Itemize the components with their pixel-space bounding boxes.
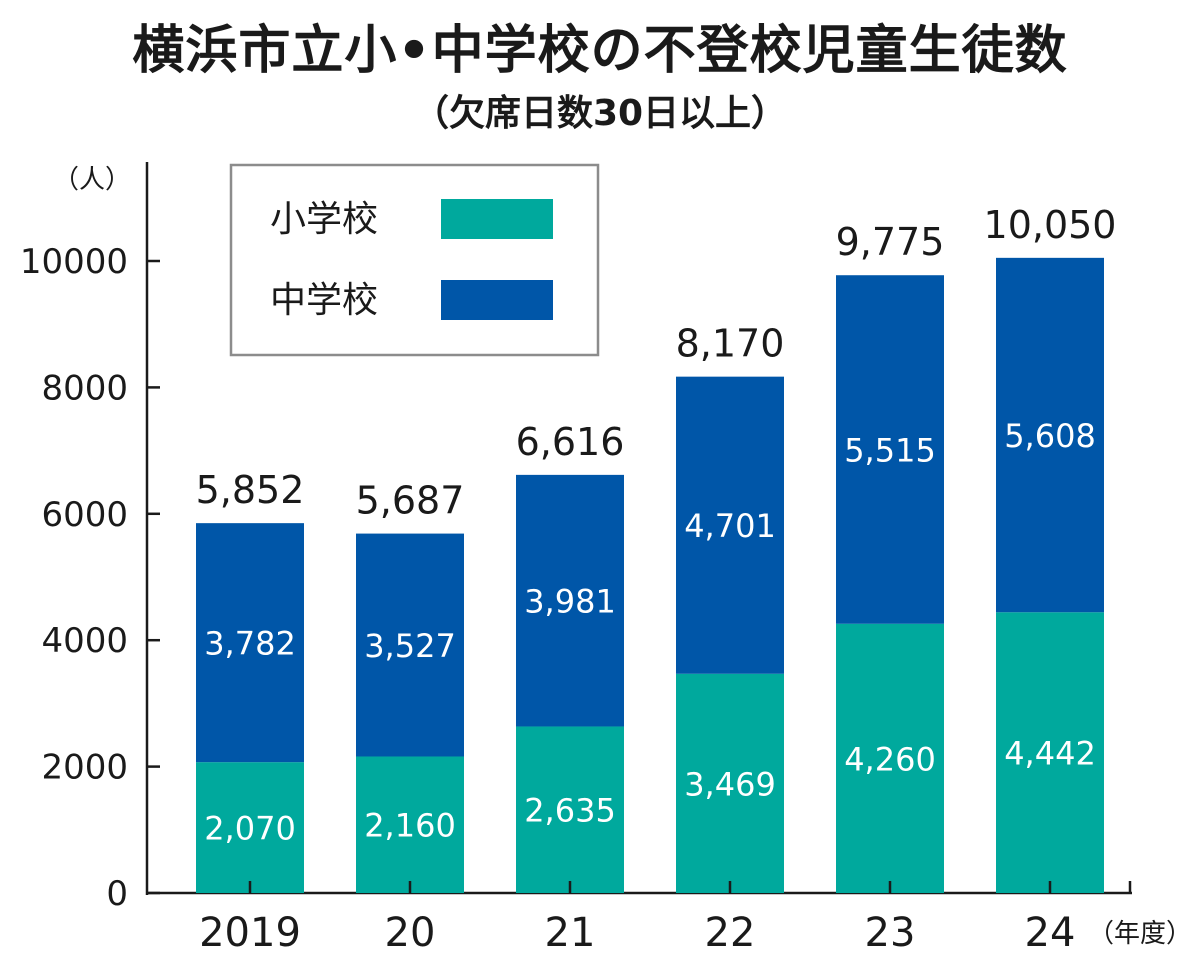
bar-segment-elementary [676,673,784,893]
chart-title: 横浜市立小•中学校の不登校児童生徒数 [132,21,1068,81]
y-tick-label: 4000 [41,621,128,661]
y-tick-label: 10000 [20,242,128,282]
data-label-junior-high: 3,527 [364,627,456,665]
bars: 2,070 3,782 5,852 2,160 3,527 5,687 2,635 3,981… [196,203,1117,893]
y-tick-label: 6000 [41,495,128,535]
bar-segment-junior-high [516,474,624,727]
data-label-elementary: 4,260 [844,740,936,778]
bar-segment-junior-high [196,523,304,763]
y-tick-label: 2000 [41,748,128,788]
bar-segment-junior-high [996,257,1104,613]
total-label: 9,775 [836,220,945,264]
data-label-junior-high: 3,782 [204,625,296,663]
bar-segment-junior-high [676,376,784,674]
y-tick-label: 8000 [41,368,128,408]
x-axis-unit-label: （年度） [1088,919,1192,949]
legend-label-elementary: 小学校 [270,199,378,240]
total-label: 5,687 [356,479,465,523]
x-tick-label: 21 [545,910,596,956]
y-axis-unit-label: （人） [53,165,131,195]
data-label-elementary: 3,469 [684,765,776,803]
data-label-junior-high: 5,608 [1004,417,1096,455]
legend: 小学校 中学校 [229,163,600,357]
legend-swatch-junior-high [441,280,553,320]
axes: （人） （年度） [53,162,1192,949]
chart-subtitle: （欠席日数30日以上） [412,93,788,134]
bar-segment-elementary [356,756,464,893]
data-label-elementary: 2,635 [524,792,616,830]
legend-label-junior-high: 中学校 [270,280,378,321]
bar-segment-elementary [836,623,944,893]
bar-segment-elementary [196,762,304,893]
data-label-elementary: 4,442 [1004,735,1096,773]
data-label-elementary: 2,160 [364,807,456,845]
legend-swatch-elementary [441,199,553,239]
data-label-junior-high: 3,981 [524,583,616,621]
bar-segment-elementary [516,726,624,893]
total-label: 8,170 [676,322,785,366]
bar-segment-junior-high [836,275,944,624]
data-label-junior-high: 4,701 [684,507,776,545]
x-tick-label: 2019 [199,910,301,956]
total-label: 5,852 [196,468,305,512]
x-tick-label: 23 [865,910,916,956]
data-label-junior-high: 5,515 [844,431,936,469]
total-label: 6,616 [516,420,625,464]
bar-segment-elementary [996,612,1104,893]
y-ticks: 0 2000 4000 6000 8000 10000 [20,242,160,914]
legend-box [229,163,600,357]
x-tick-label: 24 [1025,910,1076,956]
x-tick-label: 22 [705,910,756,956]
y-tick-label: 0 [106,874,128,914]
x-tick-label: 20 [385,910,436,956]
bar-segment-junior-high [356,533,464,757]
data-label-elementary: 2,070 [204,810,296,848]
x-ticks: 2019 20 21 22 23 24 [199,881,1132,956]
total-label: 10,050 [984,203,1117,247]
